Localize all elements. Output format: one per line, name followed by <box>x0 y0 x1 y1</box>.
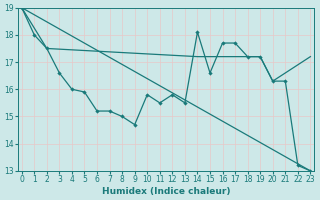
X-axis label: Humidex (Indice chaleur): Humidex (Indice chaleur) <box>102 187 230 196</box>
